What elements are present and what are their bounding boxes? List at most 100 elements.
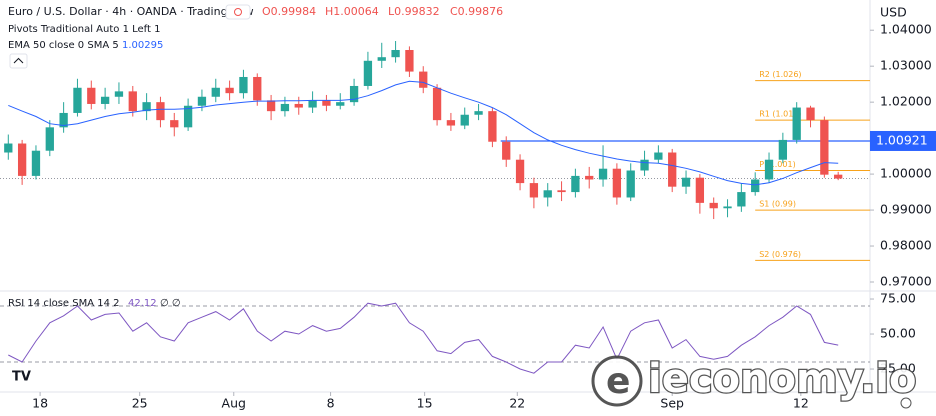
- tradingview-logo: TV: [12, 370, 31, 385]
- pivots-legend: Pivots Traditional Auto 1 Left 1: [8, 24, 160, 35]
- candle-body: [502, 141, 511, 160]
- candle-body: [336, 102, 345, 106]
- candle-body: [377, 57, 386, 61]
- candle-body: [764, 159, 774, 180]
- candle-body: [363, 60, 373, 86]
- candle-body: [543, 190, 552, 198]
- candle-body: [322, 100, 331, 106]
- rsi-legend: RSI 14 close SMA 14 2: [8, 298, 120, 309]
- candle-body: [709, 202, 718, 209]
- candle-body: [349, 85, 359, 103]
- pivot-label: S2 (0.976): [759, 250, 801, 259]
- candle-body: [612, 168, 622, 198]
- candle-body: [266, 100, 276, 112]
- close-value: C0.99876: [450, 5, 503, 18]
- y-tick-label: 75.00: [880, 291, 916, 306]
- rsi-line: [8, 302, 839, 374]
- watermark-logo: [591, 355, 643, 407]
- candle-body: [45, 127, 54, 151]
- watermark-icon: e: [606, 361, 630, 402]
- candle-body: [17, 143, 27, 176]
- candle-body: [571, 175, 580, 193]
- pivot-label: R2 (1.026): [759, 70, 801, 79]
- candle-body: [654, 152, 663, 160]
- plot: 18 25 Aug 8 15 22 Sep 12 1.04000 1.03000 1.02000 1.…: [0, 22, 936, 411]
- candle-body: [460, 114, 469, 126]
- x-tick-label: 25: [132, 396, 148, 411]
- ema-line: [8, 80, 839, 186]
- x-tick-label: 12: [793, 396, 809, 411]
- pivot-label: S1 (0.99): [759, 200, 796, 209]
- y-tick-label: 50.00: [880, 326, 916, 341]
- collapse-button[interactable]: [9, 53, 28, 69]
- rsi-legend-extra: ∅ ∅: [160, 298, 181, 309]
- pivot-label: R1 (1.015): [759, 110, 801, 119]
- candle-body: [128, 91, 137, 112]
- ema-legend: EMA 50 close 0 SMA 5: [8, 40, 119, 51]
- x-tick-label: 22: [509, 396, 525, 411]
- visibility-icon: [234, 8, 242, 16]
- rsi-legend-value: 42.12: [128, 298, 157, 309]
- candle-body: [183, 105, 193, 128]
- candle-body: [640, 159, 649, 171]
- collapse-icon: [13, 57, 24, 64]
- y-tick-label: 1.02000: [880, 94, 932, 109]
- candle-body: [100, 96, 110, 104]
- pivot-label: P (1.001): [759, 160, 796, 169]
- candle-body: [87, 87, 96, 104]
- x-tick-label: 8: [327, 396, 335, 411]
- x-tick-label: Sep: [660, 396, 684, 411]
- candle-body: [820, 120, 829, 175]
- candle-body: [239, 76, 248, 94]
- candle-body: [253, 76, 262, 101]
- candle-body: [515, 159, 525, 184]
- candle-body: [31, 150, 41, 176]
- high-value: H1.00064: [325, 5, 379, 18]
- candle-body: [778, 139, 788, 160]
- x-tick-label: 18: [32, 396, 48, 411]
- candle-body: [432, 87, 442, 121]
- candle-body: [681, 177, 691, 187]
- candle-body: [751, 179, 760, 193]
- candle-body: [446, 120, 456, 126]
- candle-body: [280, 103, 290, 112]
- y-tick-label: 0.98000: [880, 238, 932, 253]
- y-tick-label: 1.04000: [880, 22, 932, 37]
- x-tick-label: Aug: [222, 396, 246, 411]
- candle-body: [114, 91, 124, 97]
- y-tick-label: 1.03000: [880, 58, 932, 73]
- low-value: L0.99832: [388, 5, 440, 18]
- candle-body: [142, 102, 151, 112]
- candle-body: [156, 102, 165, 121]
- candle-body: [834, 174, 843, 179]
- horizontal-line-label-box: [870, 130, 936, 151]
- candle-body: [294, 103, 303, 108]
- y-tick-label: 0.99000: [880, 202, 932, 217]
- candle-body: [308, 100, 317, 108]
- watermark-text: ieconomy.io: [648, 356, 916, 402]
- x-tick-label: 15: [417, 396, 433, 411]
- candle-body: [792, 107, 801, 140]
- currency-label: USD: [880, 5, 907, 20]
- candle-body: [225, 87, 234, 94]
- candle-body: [668, 152, 677, 187]
- candle-body: [723, 206, 732, 209]
- settings-icon[interactable]: [900, 397, 912, 409]
- candle-body: [419, 71, 428, 88]
- candle-body: [585, 175, 594, 180]
- ema-legend-value: 1.00295: [122, 40, 163, 51]
- candle-body: [170, 120, 179, 128]
- candle-body: [197, 96, 207, 106]
- candle-body: [626, 170, 635, 198]
- candle-body: [695, 177, 705, 203]
- y-tick-label: 1.00000: [880, 166, 932, 181]
- watermark: e ieconomy.io: [591, 355, 918, 407]
- y-tick-label: 0.97000: [880, 274, 932, 289]
- candle-body: [488, 111, 497, 142]
- candle-body: [737, 192, 746, 207]
- y-tick-label: 25.00: [880, 361, 916, 376]
- candle-body: [405, 49, 414, 72]
- candle-body: [73, 87, 82, 113]
- visibility-pill[interactable]: [225, 4, 251, 20]
